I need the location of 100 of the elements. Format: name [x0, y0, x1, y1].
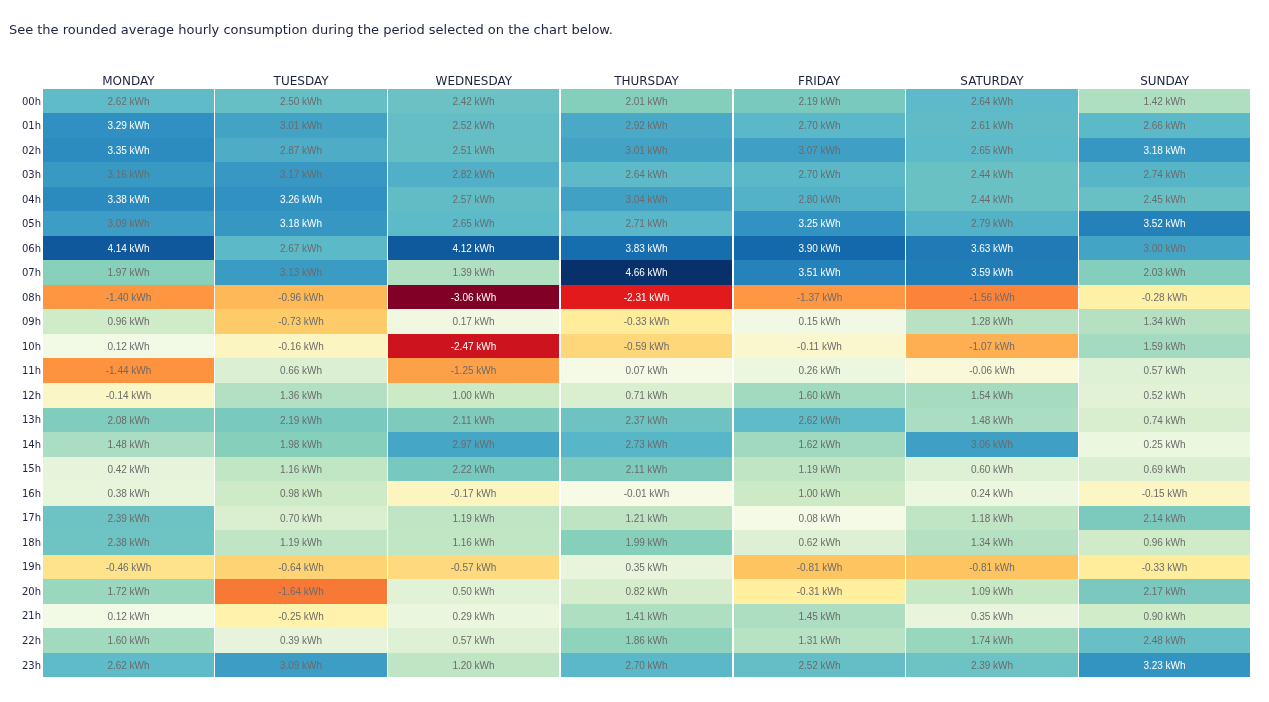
y-tick-label: 10h: [21, 340, 41, 352]
data-label: 1.99 kWh: [625, 537, 668, 548]
data-label: 1.48 kWh: [970, 414, 1014, 426]
data-label: 0.26 kWh: [798, 365, 841, 376]
data-label: 1.20 kWh: [452, 659, 495, 671]
data-label: -0.73 kWh: [278, 316, 324, 327]
data-label: 3.01 kWh: [625, 144, 668, 156]
data-label: 3.51 kWh: [798, 267, 841, 278]
data-label: -1.07 kWh: [969, 340, 1015, 352]
data-label: 1.86 kWh: [625, 635, 668, 646]
data-label: 2.62 kWh: [798, 414, 841, 426]
data-label: 2.70 kWh: [798, 120, 841, 131]
data-label: 4.12 kWh: [452, 242, 495, 254]
data-label: 2.37 kWh: [625, 414, 668, 426]
x-tick-label: THURSDAY: [613, 73, 680, 88]
data-label: -0.64 kWh: [278, 561, 324, 573]
y-tick-label: 20h: [21, 585, 41, 597]
data-label: 1.72 kWh: [107, 586, 150, 597]
data-label: 3.00 kWh: [1143, 242, 1186, 254]
y-tick-label: 19h: [21, 561, 41, 573]
data-label: 1.59 kWh: [1143, 340, 1186, 352]
data-label: 0.12 kWh: [107, 340, 150, 352]
data-label: 0.29 kWh: [452, 610, 495, 622]
data-label: -1.37 kWh: [796, 291, 843, 303]
data-label: 2.97 kWh: [452, 439, 495, 450]
data-label: 1.34 kWh: [1143, 316, 1186, 327]
data-label: 0.35 kWh: [625, 561, 668, 573]
data-label: 3.06 kWh: [970, 439, 1014, 450]
y-tick-label: 05h: [21, 218, 41, 230]
data-label: 0.57 kWh: [452, 635, 495, 646]
data-label: 2.82 kWh: [452, 169, 495, 180]
data-label: 1.62 kWh: [798, 439, 841, 450]
data-label: 0.35 kWh: [970, 610, 1014, 622]
data-label: 0.60 kWh: [970, 463, 1014, 475]
data-label: -1.44 kWh: [105, 365, 152, 376]
data-label: 1.19 kWh: [452, 512, 495, 524]
data-label: 2.52 kWh: [452, 120, 495, 131]
data-label: 2.38 kWh: [107, 537, 150, 548]
data-label: -1.25 kWh: [450, 365, 497, 376]
data-label: 2.73 kWh: [625, 439, 668, 450]
data-label: 2.74 kWh: [1143, 169, 1186, 180]
x-tick-label: TUESDAY: [272, 73, 330, 88]
data-label: -1.64 kWh: [278, 586, 324, 597]
data-label: 0.69 kWh: [1143, 463, 1186, 475]
data-label: 0.08 kWh: [798, 512, 841, 524]
data-label: -0.59 kWh: [623, 340, 670, 352]
data-label: -0.14 kWh: [105, 390, 152, 401]
data-label: 0.74 kWh: [1143, 414, 1186, 426]
x-tick-label: MONDAY: [102, 73, 156, 88]
data-label: 2.44 kWh: [970, 193, 1014, 205]
x-tick-label: FRIDAY: [798, 73, 842, 88]
y-tick-label: 14h: [21, 438, 41, 450]
data-label: 2.22 kWh: [452, 463, 495, 475]
data-label: 3.18 kWh: [279, 218, 323, 229]
data-label: 2.70 kWh: [798, 169, 841, 180]
data-label: 1.41 kWh: [625, 610, 668, 622]
data-label: 2.03 kWh: [1143, 267, 1186, 278]
data-label: 1.00 kWh: [798, 488, 841, 499]
data-label: 2.19 kWh: [279, 414, 323, 426]
data-label: 2.50 kWh: [279, 95, 323, 107]
data-label: 2.61 kWh: [970, 120, 1014, 131]
data-label: 2.66 kWh: [1143, 120, 1186, 131]
data-label: 2.64 kWh: [970, 95, 1014, 107]
data-label: 1.97 kWh: [107, 267, 150, 278]
data-label: 3.17 kWh: [279, 169, 323, 180]
data-label: -0.81 kWh: [796, 561, 843, 573]
y-tick-label: 21h: [21, 610, 41, 622]
data-label: 2.14 kWh: [1143, 512, 1186, 524]
data-label: 3.16 kWh: [107, 169, 150, 180]
data-label: 3.13 kWh: [279, 267, 323, 278]
y-tick-label: 23h: [21, 659, 41, 671]
data-label: 1.74 kWh: [970, 635, 1014, 646]
y-tick-label: 15h: [21, 463, 41, 475]
data-label: 2.08 kWh: [107, 414, 150, 426]
data-label: 3.01 kWh: [279, 120, 323, 131]
data-label: -0.81 kWh: [969, 561, 1015, 573]
data-label: 2.45 kWh: [1143, 193, 1186, 205]
data-label: -0.33 kWh: [623, 316, 670, 327]
data-label: 0.39 kWh: [279, 635, 323, 646]
data-label: 2.42 kWh: [452, 95, 495, 107]
y-tick-label: 04h: [21, 193, 41, 205]
data-label: 1.39 kWh: [452, 267, 495, 278]
data-label: 2.80 kWh: [798, 193, 841, 205]
data-label: 2.71 kWh: [625, 218, 668, 229]
data-label: -1.40 kWh: [105, 291, 152, 303]
data-label: 1.19 kWh: [279, 537, 323, 548]
data-label: 0.50 kWh: [452, 586, 495, 597]
data-label: -3.06 kWh: [450, 291, 497, 303]
data-label: -2.47 kWh: [450, 340, 497, 352]
y-tick-label: 08h: [21, 291, 41, 303]
y-tick-label: 17h: [21, 512, 41, 524]
data-label: -0.01 kWh: [623, 488, 670, 499]
data-label: 3.29 kWh: [107, 120, 150, 131]
data-label: 2.39 kWh: [107, 512, 150, 524]
data-label: -0.96 kWh: [278, 291, 324, 303]
data-label: 0.12 kWh: [107, 610, 150, 622]
data-label: 0.57 kWh: [1143, 365, 1186, 376]
data-label: 3.52 kWh: [1143, 218, 1186, 229]
data-label: 0.96 kWh: [107, 316, 150, 327]
y-tick-label: 11h: [21, 365, 41, 377]
